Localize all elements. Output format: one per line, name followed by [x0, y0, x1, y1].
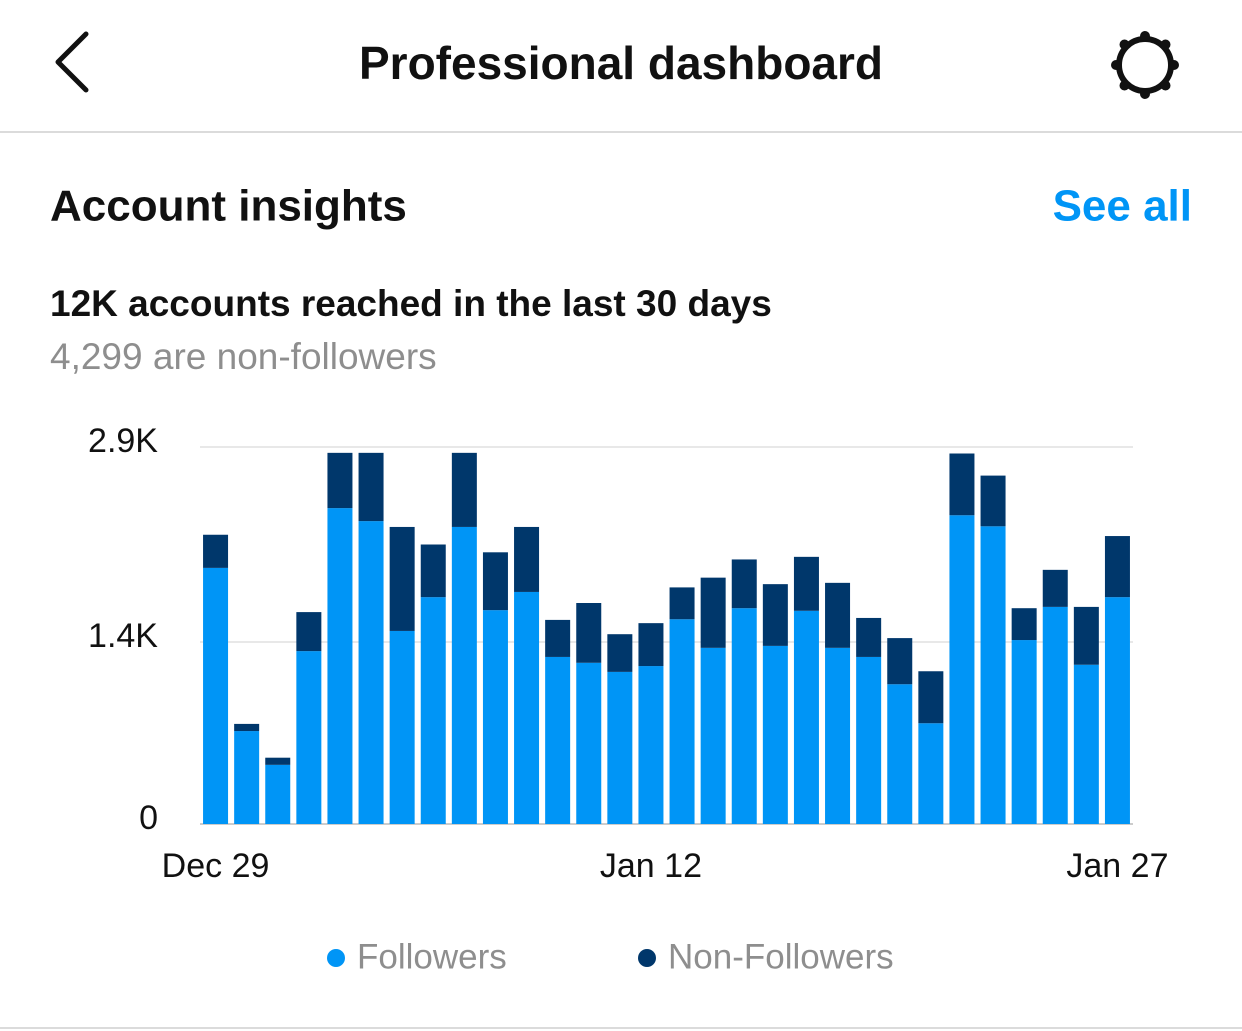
- bar-segment: [762, 645, 788, 824]
- bar-segment: [1042, 606, 1068, 824]
- bar-segment: [731, 559, 757, 609]
- legend-label: Non-Followers: [668, 937, 894, 976]
- bar-segment: [1104, 536, 1130, 598]
- subtext: 4,299 are non-followers: [50, 336, 437, 377]
- bar-segment: [234, 731, 260, 824]
- legend-label: Followers: [357, 937, 507, 976]
- bar-segment: [576, 662, 602, 824]
- bar-segment: [514, 591, 540, 824]
- bar-segment: [234, 723, 260, 732]
- section-title: Account insights: [50, 182, 407, 231]
- bar-segment: [358, 521, 384, 824]
- y-tick-label: 1.4K: [88, 617, 158, 655]
- bar-segment: [700, 647, 726, 824]
- bar-segment: [482, 552, 508, 611]
- bar-segment: [265, 764, 291, 824]
- bar-segment: [918, 671, 944, 724]
- bar-segment: [980, 475, 1006, 527]
- settings-button[interactable]: [1111, 31, 1179, 99]
- bar-segment: [607, 671, 633, 824]
- bar-segment: [296, 651, 322, 824]
- bar-segment: [949, 453, 975, 516]
- bar-segment: [825, 582, 851, 648]
- bar-segment: [731, 608, 757, 824]
- bar-segment: [607, 634, 633, 672]
- bar-segment: [389, 630, 415, 824]
- bar-segment: [980, 526, 1006, 824]
- bar-segment: [1073, 664, 1099, 824]
- bar-segment: [576, 603, 602, 663]
- bar-segment: [638, 623, 664, 667]
- x-tick-label: Dec 29: [162, 847, 270, 885]
- bar-segment: [389, 526, 415, 631]
- bar-segment: [856, 617, 882, 657]
- bar-segment: [669, 619, 695, 824]
- bar-segment: [1042, 569, 1068, 607]
- bar-segment: [1104, 597, 1130, 824]
- bar-segment: [793, 610, 819, 824]
- bar-segment: [762, 584, 788, 646]
- bar-segment: [514, 526, 540, 592]
- bar-segment: [1011, 640, 1037, 824]
- bar-segment: [203, 567, 229, 824]
- bar-segment: [1073, 606, 1099, 665]
- bar-segment: [265, 757, 291, 765]
- page-title: Professional dashboard: [359, 37, 883, 89]
- bar-segment: [327, 452, 353, 509]
- legend-marker: [638, 949, 656, 967]
- bar-segment: [451, 452, 477, 527]
- bar-segment: [545, 619, 571, 657]
- bar-segment: [482, 610, 508, 824]
- bar-segment: [451, 526, 477, 824]
- bar-segment: [358, 452, 384, 522]
- bar-segment: [1011, 608, 1037, 641]
- bar-segment: [825, 647, 851, 824]
- bar-segment: [887, 638, 913, 685]
- bar-segment: [327, 508, 353, 824]
- bar-segment: [793, 556, 819, 611]
- x-tick-label: Jan 12: [600, 847, 702, 885]
- bar-segment: [669, 587, 695, 620]
- bar-segment: [420, 597, 446, 824]
- bar-segment: [700, 577, 726, 648]
- bar-segment: [887, 684, 913, 824]
- y-tick-label: 2.9K: [88, 422, 158, 460]
- see-all-link[interactable]: See all: [1053, 182, 1192, 231]
- bar-segment: [545, 656, 571, 824]
- bar-segment: [296, 612, 322, 652]
- headline: 12K accounts reached in the last 30 days: [50, 283, 772, 324]
- bar-segment: [918, 723, 944, 824]
- bar-segment: [638, 666, 664, 824]
- bar-segment: [856, 656, 882, 824]
- bar-segment: [420, 544, 446, 598]
- back-button[interactable]: [55, 31, 89, 93]
- legend-marker: [327, 949, 345, 967]
- x-tick-label: Jan 27: [1066, 847, 1168, 885]
- bar-segment: [203, 534, 229, 568]
- bar-segment: [949, 515, 975, 824]
- y-tick-label: 0: [139, 799, 158, 837]
